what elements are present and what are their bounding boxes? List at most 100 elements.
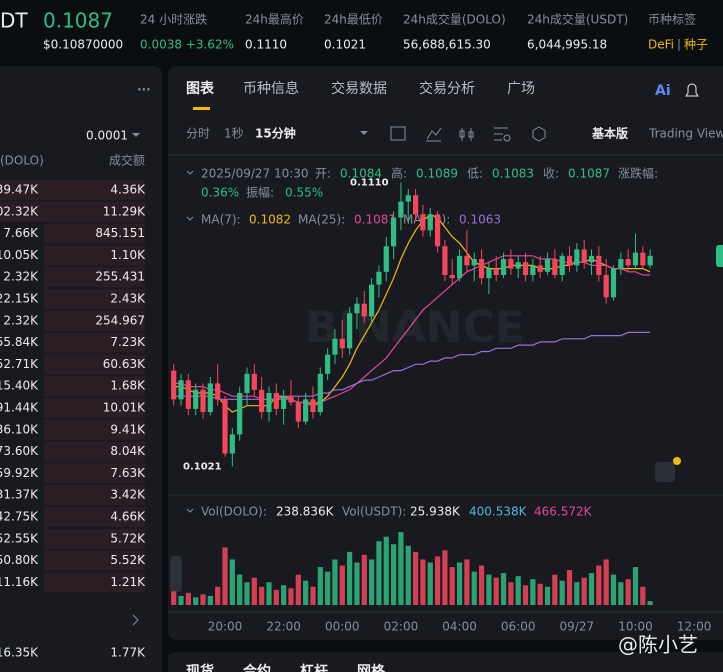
- bottom-tabs: 现货 合约 杠杆 网格: [186, 663, 386, 672]
- tag[interactable]: DeFi: [648, 38, 674, 52]
- depth-bar: [44, 463, 145, 484]
- ai-button[interactable]: Ai: [655, 83, 671, 99]
- expand-icon[interactable]: [132, 614, 139, 626]
- volume-bar: [178, 595, 184, 605]
- candle-body: [544, 259, 551, 272]
- candle-body: [405, 195, 411, 202]
- ob-qty: 39.47K: [0, 183, 39, 197]
- icon[interactable]: [459, 128, 474, 141]
- tab[interactable]: 交易分析: [419, 80, 475, 97]
- candle-body: [603, 274, 609, 298]
- candle-body: [310, 399, 316, 413]
- volume-bar: [471, 571, 477, 605]
- volume-bar: [574, 582, 580, 605]
- collapse-icon[interactable]: [186, 216, 194, 221]
- ob-amount: 1.10K: [110, 248, 146, 262]
- volume-bar: [347, 551, 353, 605]
- candle-body: [354, 303, 360, 314]
- widget-button[interactable]: [655, 462, 675, 482]
- volume-bar: [515, 576, 521, 605]
- col-header: 成交额: [109, 153, 145, 168]
- side-handle[interactable]: [170, 556, 182, 592]
- candle-body: [442, 246, 448, 275]
- ma-value: 0.1063: [459, 213, 501, 227]
- tab[interactable]: 图表: [186, 80, 215, 97]
- volume-bar: [625, 579, 631, 605]
- icon[interactable]: [503, 134, 511, 142]
- tab[interactable]: 币种信息: [243, 80, 299, 97]
- tag[interactable]: 种子: [684, 38, 708, 52]
- candle-body: [530, 265, 536, 275]
- volume-bar: [339, 565, 345, 605]
- ob-qty: 52.55K: [0, 531, 39, 545]
- order-rows: 39.47K 4.36K 02.32K 11.29K 7.66K 845.151 10.05…: [0, 180, 146, 593]
- depth-bar: [44, 376, 145, 397]
- vol-label: Vol(USDT):: [342, 505, 406, 519]
- stat-value: 0.1110: [245, 38, 287, 52]
- tradingview[interactable]: Trading View: [648, 127, 723, 141]
- icon[interactable]: [390, 126, 406, 141]
- volume-bar: [427, 562, 433, 605]
- volume-bar: [478, 565, 485, 605]
- candle-body: [434, 214, 441, 247]
- x-tick-label: 20:00: [208, 620, 243, 634]
- candle-body: [552, 259, 558, 275]
- ob-qty: 52.71K: [0, 357, 39, 371]
- ma-label: MA(25):: [298, 213, 345, 227]
- dropdown-icon[interactable]: [360, 131, 368, 135]
- volume-bar: [369, 559, 375, 605]
- volume-bar: [310, 586, 316, 605]
- volume-bar: [640, 586, 646, 605]
- ob-qty: 73.60K: [0, 444, 39, 458]
- volume-bar: [544, 586, 551, 605]
- icon[interactable]: [532, 126, 546, 142]
- x-tick-label: 10:00: [618, 620, 653, 634]
- depth-bar: [44, 310, 145, 331]
- depth-bar: [44, 550, 145, 571]
- bottom-tab[interactable]: 网格: [357, 663, 386, 672]
- depth-bar: [44, 485, 145, 506]
- candle-body: [237, 392, 243, 435]
- collapse-icon[interactable]: [186, 508, 194, 513]
- stat-label: 币种标签: [648, 12, 696, 27]
- price-annotation: 0.1021: [183, 461, 222, 472]
- candle-body: [618, 259, 624, 269]
- vol-value: 25.938K: [410, 505, 461, 519]
- bell-icon[interactable]: [685, 83, 699, 97]
- interval[interactable]: 1秒: [224, 127, 244, 141]
- x-tick-label: 00:00: [325, 620, 360, 634]
- tab[interactable]: 交易数据: [331, 80, 387, 97]
- tab-underline: [193, 107, 210, 110]
- bottom-tab[interactable]: 现货: [186, 663, 214, 672]
- icon[interactable]: [494, 127, 508, 141]
- ohlc-label: 高:: [391, 166, 407, 181]
- depth-bar: [44, 419, 145, 440]
- more[interactable]: ···: [137, 83, 151, 97]
- candle-body: [412, 195, 419, 215]
- volume-bar: [281, 585, 287, 605]
- bottom-tab[interactable]: 杠杆: [300, 663, 328, 672]
- interval-active[interactable]: 15分钟: [255, 126, 296, 141]
- volume-bar: [193, 597, 199, 605]
- volume-bar: [486, 574, 492, 605]
- candle-body: [332, 338, 338, 355]
- badge: [673, 457, 681, 465]
- depth-bar: [44, 441, 145, 462]
- icon[interactable]: [426, 127, 442, 142]
- precision[interactable]: 0.0001: [86, 129, 128, 143]
- version[interactable]: 基本版: [591, 126, 628, 141]
- interval[interactable]: 分时: [186, 127, 210, 141]
- collapse-icon[interactable]: [186, 170, 194, 175]
- candle-body: [193, 389, 199, 409]
- bottom-tab[interactable]: 合约: [243, 663, 271, 672]
- price-tag: [716, 245, 723, 267]
- candle-body: [625, 259, 631, 266]
- ob-amount: 4.66K: [110, 510, 146, 524]
- tab[interactable]: 广场: [507, 81, 535, 97]
- change-label: 涨跌幅:: [618, 166, 658, 181]
- ob-qty: 36.10K: [0, 422, 39, 436]
- symbol: DT: [0, 9, 28, 33]
- candle-body: [610, 268, 617, 298]
- ma-value: 0.1082: [249, 213, 291, 227]
